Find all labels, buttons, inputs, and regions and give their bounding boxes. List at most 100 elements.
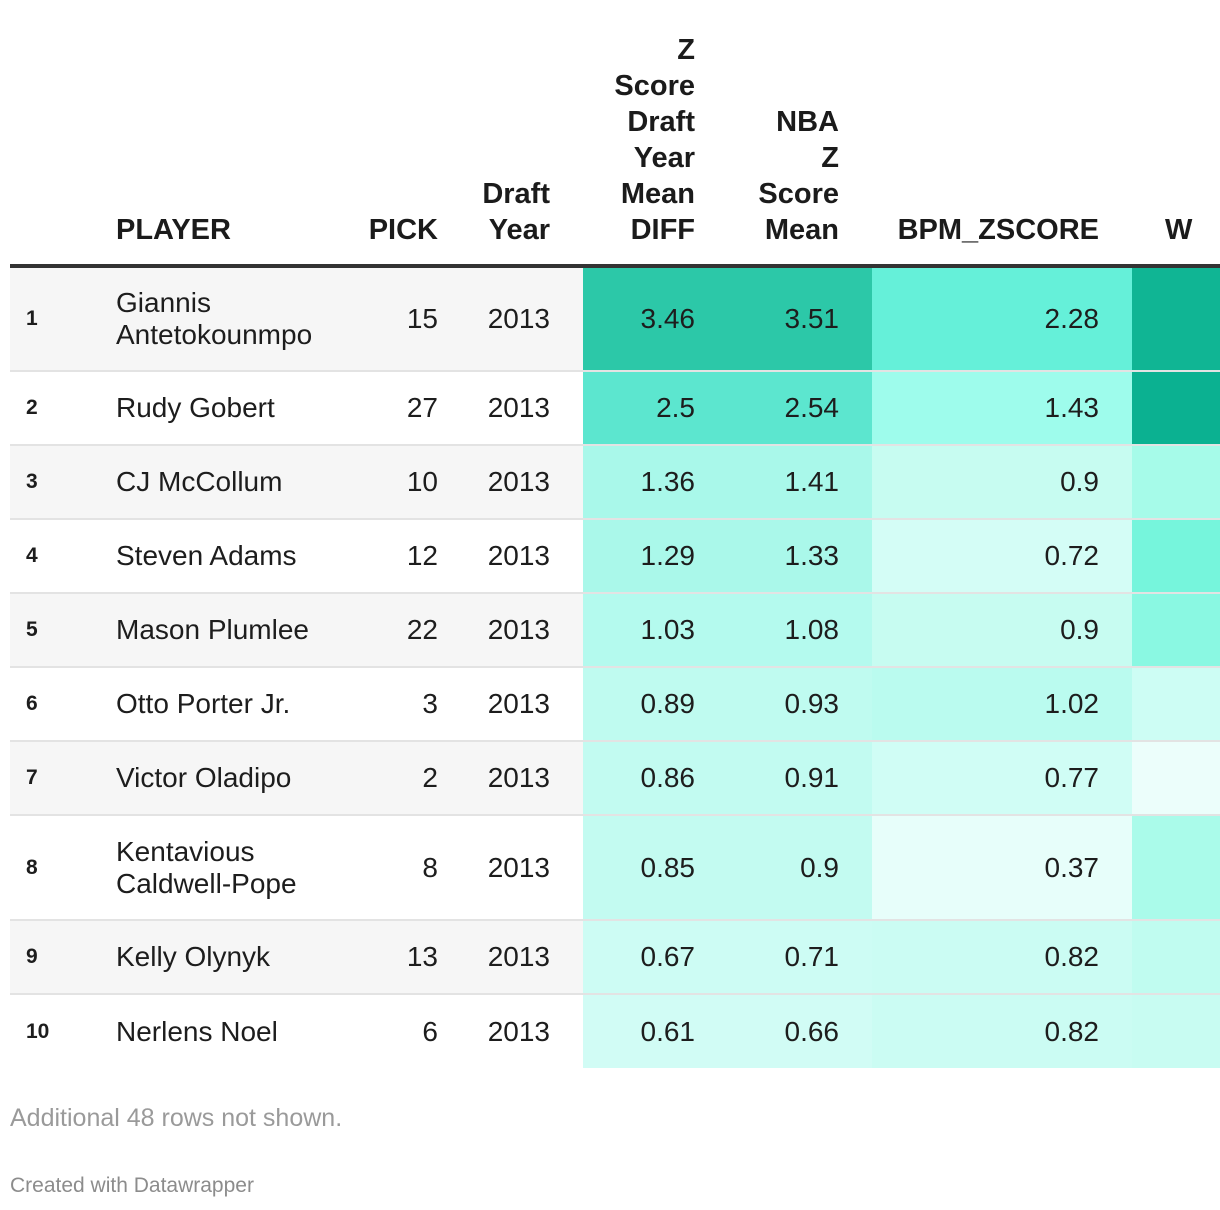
nba-z-score-cell: 1.41 [728,445,872,520]
rank-cell: 10 [10,994,116,1068]
datawrapper-credit: Created with Datawrapper [10,1174,254,1197]
table-row: 5 Mason Plumlee 22 2013 1.03 1.08 0.9 [10,593,1220,668]
nba-z-score-cell: 0.71 [728,920,872,995]
header-z-score-diff[interactable]: Z Score Draft Year Mean DIFF [583,0,728,268]
data-table-container: PLAYER PICK Draft Year Z Score Draft Year Mea… [10,0,1220,1210]
nba-z-score-cell: 2.54 [728,371,872,446]
w-cell [1132,667,1220,742]
nba-z-score-cell: 0.9 [728,815,872,921]
header-line-z_score: Z [677,34,695,66]
nba-z-score-cell: 0.93 [728,667,872,742]
table-row: 4 Steven Adams 12 2013 1.29 1.33 0.72 [10,519,1220,594]
header-bpm-zscore[interactable]: BPM_ZSCORE [872,0,1132,268]
draft-year-cell: 2013 [448,445,583,520]
header-line-z_score: DIFF [630,214,695,246]
draft-year-cell: 2013 [448,519,583,594]
rank-cell: 5 [10,593,116,668]
draft-year-cell: 2013 [448,667,583,742]
table-row: 7 Victor Oladipo 2 2013 0.86 0.91 0.77 [10,741,1220,816]
nba-z-score-cell: 0.66 [728,994,872,1068]
header-pick[interactable]: PICK [346,0,448,268]
header-line-nba_z: NBA [776,106,839,138]
header-line-z_score: Mean [620,178,695,210]
table-row: 2 Rudy Gobert 27 2013 2.5 2.54 1.43 [10,371,1220,446]
pick-cell: 3 [346,667,448,742]
header-w[interactable]: W [1132,0,1220,268]
header-line-z_score: Score [614,70,695,102]
z-score-diff-cell: 2.5 [583,371,728,446]
draft-year-cell: 2013 [448,371,583,446]
z-score-diff-cell: 1.36 [583,445,728,520]
draft-year-cell: 2013 [448,593,583,668]
header-row: PLAYER PICK Draft Year Z Score Draft Year Mea… [10,0,1220,268]
draft-year-cell: 2013 [448,920,583,995]
header-nba-z-score[interactable]: NBA Z Score Mean [728,0,872,268]
header-line-nba_z: Score [758,178,839,210]
rank-cell: 9 [10,920,116,995]
z-score-diff-cell: 0.61 [583,994,728,1068]
bpm-zscore-cell: 0.72 [872,519,1132,594]
table-row: 10 Nerlens Noel 6 2013 0.61 0.66 0.82 [10,994,1220,1068]
header-line-z_score: Year [633,142,695,174]
nba-z-score-cell: 1.08 [728,593,872,668]
rank-cell: 1 [10,266,116,372]
bpm-zscore-cell: 1.43 [872,371,1132,446]
w-cell [1132,741,1220,816]
draft-year-cell: 2013 [448,741,583,816]
header-line-nba_z: Mean [764,214,839,246]
bpm-zscore-cell: 2.28 [872,266,1132,372]
bpm-zscore-cell: 0.9 [872,593,1132,668]
w-cell [1132,815,1220,921]
player-cell: Victor Oladipo [116,741,346,816]
player-cell: Mason Plumlee [116,593,346,668]
player-cell: Kentavious Caldwell-Pope [116,815,346,921]
z-score-diff-cell: 3.46 [583,266,728,372]
pick-cell: 15 [346,266,448,372]
z-score-diff-cell: 1.03 [583,593,728,668]
pick-cell: 10 [346,445,448,520]
player-cell: Kelly Olynyk [116,920,346,995]
w-cell [1132,920,1220,995]
bpm-zscore-cell: 0.82 [872,920,1132,995]
header-draft-year[interactable]: Draft Year [448,0,583,268]
player-cell: Giannis Antetokounmpo [116,266,346,372]
rows-not-shown-note: Additional 48 rows not shown. [10,1104,343,1132]
draft-year-cell: 2013 [448,994,583,1068]
pick-cell: 13 [346,920,448,995]
w-cell [1132,994,1220,1068]
rank-cell: 6 [10,667,116,742]
table-row: 9 Kelly Olynyk 13 2013 0.67 0.71 0.82 [10,920,1220,995]
w-cell [1132,266,1220,372]
player-cell: Rudy Gobert [116,371,346,446]
z-score-diff-cell: 0.85 [583,815,728,921]
bpm-zscore-cell: 0.77 [872,741,1132,816]
bpm-zscore-cell: 1.02 [872,667,1132,742]
player-cell: CJ McCollum [116,445,346,520]
header-line-w: W [1165,214,1193,246]
pick-cell: 27 [346,371,448,446]
rank-cell: 2 [10,371,116,446]
nba-z-score-cell: 0.91 [728,741,872,816]
player-cell: Steven Adams [116,519,346,594]
z-score-diff-cell: 0.89 [583,667,728,742]
header-rank [10,0,116,268]
header-line-pick: PICK [368,214,438,246]
bpm-zscore-cell: 0.37 [872,815,1132,921]
pick-cell: 6 [346,994,448,1068]
header-line-draft_year: Year [488,214,550,246]
header-player[interactable]: PLAYER [116,0,346,268]
header-line-bpm: BPM_ZSCORE [897,214,1099,246]
pick-cell: 8 [346,815,448,921]
rank-cell: 8 [10,815,116,921]
bpm-zscore-cell: 0.82 [872,994,1132,1068]
header-line-draft_year: Draft [482,178,550,210]
player-cell: Otto Porter Jr. [116,667,346,742]
rank-cell: 7 [10,741,116,816]
z-score-diff-cell: 0.67 [583,920,728,995]
header-line-nba_z: Z [821,142,839,174]
z-score-diff-cell: 1.29 [583,519,728,594]
z-score-diff-cell: 0.86 [583,741,728,816]
rank-cell: 4 [10,519,116,594]
table-row: 6 Otto Porter Jr. 3 2013 0.89 0.93 1.02 [10,667,1220,742]
draft-year-cell: 2013 [448,266,583,372]
